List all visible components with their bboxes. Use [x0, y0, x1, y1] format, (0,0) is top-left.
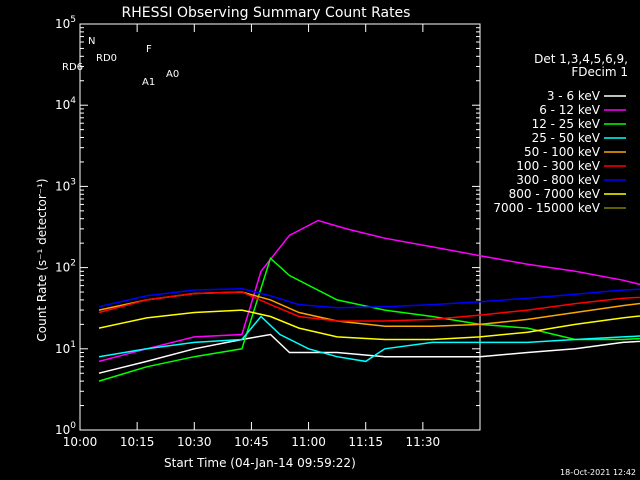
legend-entry: 800 - 7000 keV: [509, 187, 601, 201]
y-tick-label: 104: [55, 96, 76, 112]
legend-entry: 300 - 800 keV: [516, 173, 600, 187]
timestamp: 18-Oct-2021 12:42: [560, 468, 636, 477]
chart-title: RHESSI Observing Summary Count Rates: [122, 5, 411, 21]
legend-entry: 100 - 300 keV: [516, 159, 600, 173]
annotation-label: F: [146, 44, 152, 55]
legend-entry: 25 - 50 keV: [532, 131, 601, 145]
annotation-label: A0: [166, 69, 179, 80]
annotation-label: RD6: [62, 62, 83, 73]
plot-area: 10:00 10:15 10:30 10:45 11:00 11:15 11:3010010…: [55, 15, 640, 449]
series-line: [98, 309, 640, 341]
annotation-label: N: [88, 36, 95, 47]
x-tick-label: 11:00: [291, 435, 326, 449]
x-tick-label: 10:30: [177, 435, 212, 449]
series-line: [98, 291, 640, 322]
y-tick-label: 105: [55, 15, 76, 31]
series-line: [98, 315, 640, 363]
legend-header: Det 1,3,4,5,6,9,: [534, 52, 628, 66]
plot-frame: [79, 23, 481, 431]
series-line: [98, 256, 640, 382]
legend-entry: 12 - 25 keV: [532, 117, 601, 131]
legend-entry: 50 - 100 keV: [524, 145, 601, 159]
x-tick-label: 10:45: [234, 435, 269, 449]
series-line: [98, 291, 640, 327]
legend-header: FDecim 1: [571, 65, 628, 79]
x-axis-label: Start Time (04-Jan-14 09:59:22): [164, 456, 356, 470]
y-tick-label: 102: [55, 259, 76, 275]
y-axis-label: Count Rate (s⁻¹ detector⁻¹): [35, 178, 49, 341]
legend-entry: 6 - 12 keV: [539, 103, 601, 117]
legend-entry: 7000 - 15000 keV: [493, 201, 600, 215]
series-line: [98, 333, 640, 374]
annotation-label: A1: [142, 77, 155, 88]
x-tick-label: 10:15: [120, 435, 155, 449]
annotation-label: RD0: [96, 53, 117, 64]
y-tick-label: 103: [55, 177, 76, 193]
x-tick-label: 11:30: [406, 435, 441, 449]
series-line: [98, 287, 640, 309]
x-tick-label: 10:00: [63, 435, 98, 449]
legend-entry: 3 - 6 keV: [547, 89, 601, 103]
y-tick-label: 101: [55, 340, 76, 356]
series-line: [98, 219, 640, 363]
x-tick-label: 11:15: [348, 435, 383, 449]
